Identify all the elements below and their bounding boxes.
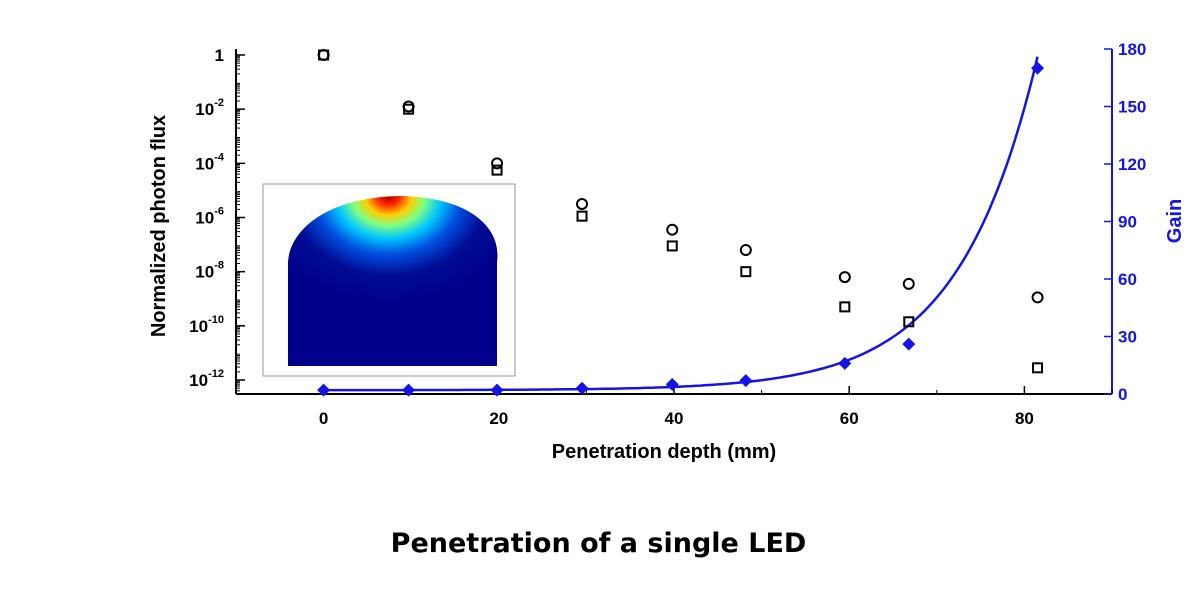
- y-axis-title: Normalized photon flux: [148, 115, 170, 337]
- square-point: [1032, 362, 1044, 374]
- gain-diamond-point: [739, 374, 753, 388]
- gain-diamond-point: [902, 337, 916, 351]
- square-point: [576, 210, 588, 222]
- x-ticks: 0 20 40 60 80: [235, 386, 1113, 428]
- inset-heatmap: [262, 183, 516, 377]
- y2-ticks: 0 30 60 90 120 150 180: [1104, 40, 1146, 404]
- square-point: [318, 49, 330, 61]
- square-point: [666, 240, 678, 252]
- circle-point: [838, 271, 851, 284]
- gain-diamond-point: [665, 377, 679, 391]
- figure-caption: Penetration of a single LED: [390, 528, 807, 559]
- gain-diamond-point: [490, 383, 504, 397]
- x-axis-title: Penetration depth (mm): [552, 441, 776, 463]
- chart: 0 20 40 60 80 1 10-2 10-4 10-6 10-8 10-10 10-12 0 3…: [148, 40, 1186, 463]
- circle-point: [739, 244, 752, 256]
- gain-diamond-point: [317, 383, 331, 397]
- gain-diamond-point: [1031, 61, 1045, 75]
- square-point: [839, 301, 851, 313]
- square-point: [740, 266, 752, 278]
- inset-dome: [288, 196, 498, 366]
- y-tick-label: 10-2: [195, 97, 224, 119]
- y-tick-label: 10-8: [195, 260, 224, 282]
- circle-point: [576, 197, 589, 210]
- y-tick-label: 10-6: [195, 206, 224, 228]
- x-tick-label: 60: [840, 409, 859, 428]
- y2-tick-label: 120: [1118, 155, 1146, 174]
- y-tick-label: 10-10: [189, 314, 224, 336]
- square-point: [903, 316, 915, 328]
- square-point: [403, 103, 415, 115]
- square-point: [491, 164, 503, 176]
- y2-tick-label: 0: [1118, 385, 1127, 404]
- x-tick-label: 0: [319, 409, 328, 428]
- x-tick-label: 40: [665, 409, 684, 428]
- y2-tick-label: 90: [1118, 213, 1137, 232]
- x-tick-label: 20: [489, 409, 508, 428]
- y2-tick-label: 60: [1118, 270, 1137, 289]
- x-tick-label: 80: [1015, 409, 1034, 428]
- gain-diamond-point: [402, 383, 416, 397]
- data-markers: [317, 49, 1045, 397]
- y2-tick-label: 30: [1118, 328, 1137, 347]
- circle-point: [1031, 291, 1044, 304]
- y2-axis-title: Gain: [1164, 199, 1186, 243]
- y-tick-label: 1: [215, 46, 224, 65]
- gain-diamond-point: [838, 356, 852, 370]
- gain-diamond-point: [575, 381, 589, 395]
- circle-point: [902, 277, 915, 290]
- y2-tick-label: 180: [1118, 40, 1146, 59]
- circle-point: [666, 223, 679, 236]
- circle-point: [491, 157, 504, 170]
- gain-fit-curve: [323, 56, 1039, 392]
- y-ticks: 1 10-2 10-4 10-6 10-8 10-10 10-12: [189, 46, 245, 392]
- y2-tick-label: 150: [1118, 98, 1146, 117]
- y-tick-label: 10-12: [189, 368, 224, 390]
- y-tick-label: 10-4: [195, 151, 225, 173]
